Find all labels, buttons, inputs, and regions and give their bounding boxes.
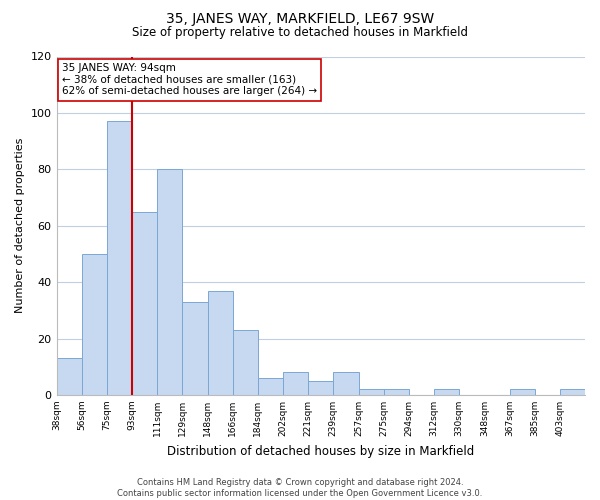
Bar [82, 254, 107, 395]
Text: 35, JANES WAY, MARKFIELD, LE67 9SW: 35, JANES WAY, MARKFIELD, LE67 9SW [166, 12, 434, 26]
Bar [258, 378, 283, 395]
Bar [283, 372, 308, 395]
Text: Size of property relative to detached houses in Markfield: Size of property relative to detached ho… [132, 26, 468, 39]
Bar [308, 381, 334, 395]
Text: Contains HM Land Registry data © Crown copyright and database right 2024.
Contai: Contains HM Land Registry data © Crown c… [118, 478, 482, 498]
Bar [56, 358, 82, 395]
Bar [334, 372, 359, 395]
Bar [383, 390, 409, 395]
X-axis label: Distribution of detached houses by size in Markfield: Distribution of detached houses by size … [167, 444, 475, 458]
Bar [509, 390, 535, 395]
Y-axis label: Number of detached properties: Number of detached properties [15, 138, 25, 314]
Text: 35 JANES WAY: 94sqm
← 38% of detached houses are smaller (163)
62% of semi-detac: 35 JANES WAY: 94sqm ← 38% of detached ho… [62, 64, 317, 96]
Bar [107, 122, 132, 395]
Bar [132, 212, 157, 395]
Bar [233, 330, 258, 395]
Bar [560, 390, 585, 395]
Bar [182, 302, 208, 395]
Bar [208, 290, 233, 395]
Bar [157, 170, 182, 395]
Bar [434, 390, 459, 395]
Bar [359, 390, 383, 395]
